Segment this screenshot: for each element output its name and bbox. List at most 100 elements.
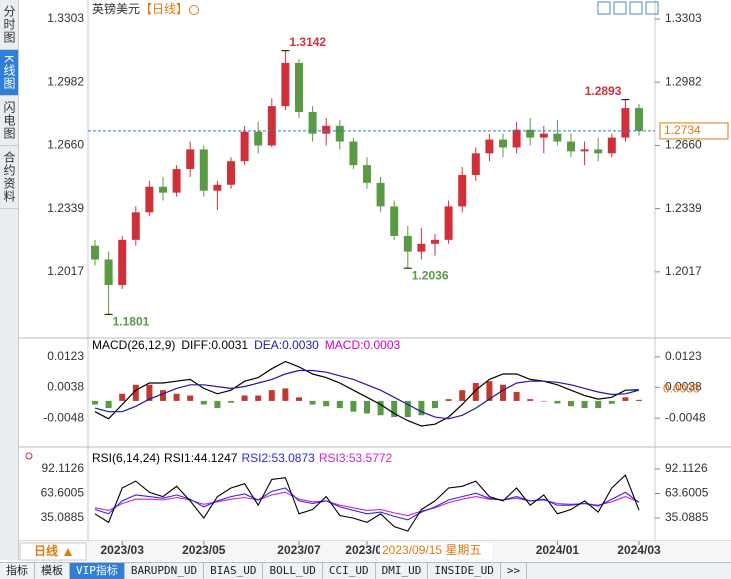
candle [376, 182, 385, 207]
candle [335, 125, 344, 142]
tool-tab[interactable]: DMI_UD [376, 563, 429, 579]
extreme-label: 1.3142 [289, 35, 326, 49]
candle [145, 186, 154, 213]
candle [567, 141, 575, 152]
candle [295, 62, 303, 113]
candle [431, 239, 439, 244]
side-tab[interactable]: K线图 [0, 50, 18, 97]
macd-bar [160, 390, 166, 401]
macd-bar [595, 400, 602, 409]
macd-bar [146, 384, 153, 401]
macd-bar [241, 395, 248, 401]
candle [322, 125, 331, 134]
chart-bg [19, 0, 731, 561]
candle [91, 245, 99, 260]
x-tick-label: 2023/09 [345, 543, 389, 557]
macd-bar [255, 395, 262, 401]
y-tick-label: 1.2982 [47, 74, 84, 88]
macd-bar [418, 400, 425, 416]
macd-bar [500, 384, 506, 401]
macd-bar [268, 390, 275, 401]
y-tick-label: 1.3303 [47, 11, 84, 25]
y-tick-label: 35.0885 [41, 510, 85, 524]
y-tick-label: 1.2017 [665, 264, 702, 278]
tool-tab[interactable]: >> [501, 563, 528, 579]
candle [594, 149, 603, 154]
candle [159, 186, 167, 193]
tool-tab[interactable]: BOLL_UD [263, 563, 323, 579]
side-tab[interactable]: 分时图 [0, 0, 18, 50]
y-tick-label: 92.1126 [665, 461, 708, 475]
macd-bar [228, 400, 234, 403]
candle [227, 161, 235, 185]
period-button-label: 日线 [34, 543, 58, 558]
macd-bar [377, 400, 384, 416]
tool-tab[interactable]: BIAS_UD [204, 563, 264, 579]
macd-marker: 0.0033 [663, 381, 700, 395]
macd-bar [214, 400, 221, 409]
last-price-box [659, 122, 729, 140]
macd-bar [187, 395, 194, 401]
crosshair-tooltip [380, 543, 492, 559]
macd-line [94, 360, 640, 427]
legend-entry: RSI3:53.5772 [319, 451, 393, 465]
tool-tab[interactable]: INSIDE_UD [428, 563, 501, 579]
macd-bar [200, 400, 207, 405]
y-tick-label: 63.6005 [665, 486, 709, 500]
add-icon[interactable] [189, 5, 199, 15]
macd-bar [350, 400, 357, 412]
candle [553, 133, 562, 142]
candle [118, 239, 127, 286]
macd-bar [486, 381, 493, 401]
tool-tab[interactable]: VIP指标 [70, 563, 125, 579]
candle [281, 62, 290, 107]
macd-bar [282, 388, 289, 401]
legend-entry: RSI1:44.1247 [164, 451, 238, 465]
candle [444, 206, 453, 240]
candle [580, 149, 589, 152]
panel-title: MACD(26,12,9) DIFF:0.0031 DEA:0.0030 MACD:0… [92, 338, 400, 352]
panel-title-name: RSI(6,14,24) [92, 451, 160, 465]
y-tick-label: 0.0123 [665, 349, 702, 363]
macd-bar [132, 384, 139, 401]
toolbar-icons[interactable] [597, 1, 659, 15]
y-tick-label: 63.6005 [41, 486, 85, 500]
tool-tab[interactable]: 模板 [35, 563, 70, 579]
macd-bar [391, 400, 398, 418]
side-tab[interactable]: 闪电图 [0, 96, 18, 147]
candle [254, 131, 263, 146]
macd-bar [608, 400, 615, 404]
y-tick-label: -0.0048 [43, 410, 84, 424]
macd-bar [622, 397, 629, 401]
candle [104, 259, 113, 286]
candle [199, 149, 208, 191]
x-tick-label: 2023/05 [182, 543, 226, 557]
legend-entry: DIFF:0.0031 [181, 338, 248, 352]
candle [499, 139, 507, 148]
toolbar: 指标 模板 VIP指标 BARUPDN_UD BIAS_UD BOLL_UD CCI_UD D… [0, 562, 731, 579]
candle [485, 139, 494, 154]
tool-tab[interactable]: 指标 [0, 563, 35, 579]
x-tick-label: 2023/07 [277, 543, 321, 557]
tool-tab[interactable]: CCI_UD [323, 563, 376, 579]
candle [186, 149, 195, 170]
candle [172, 169, 181, 193]
chart: 英镑美元 【日线】 日线 1.2017 1.2017 1.2339 1.2339 1.2… [19, 0, 731, 561]
macd-bar [364, 400, 370, 414]
candle [363, 165, 371, 183]
y-tick-label: 0.0038 [665, 379, 702, 393]
extreme-label: 1.2893 [585, 84, 622, 98]
tool-tab[interactable]: BARUPDN_UD [125, 563, 205, 579]
settings-icon[interactable] [25, 452, 33, 460]
y-tick-label: 1.2982 [665, 74, 702, 88]
x-axis-bg [19, 541, 731, 561]
candle [635, 108, 643, 131]
candle [621, 108, 630, 138]
macd-bar [173, 393, 180, 401]
candle [131, 212, 140, 240]
side-tab[interactable]: 合约资料 [0, 146, 18, 210]
macd-bar [568, 400, 574, 407]
candle [403, 235, 412, 252]
y-tick-label: 1.2017 [47, 264, 84, 278]
